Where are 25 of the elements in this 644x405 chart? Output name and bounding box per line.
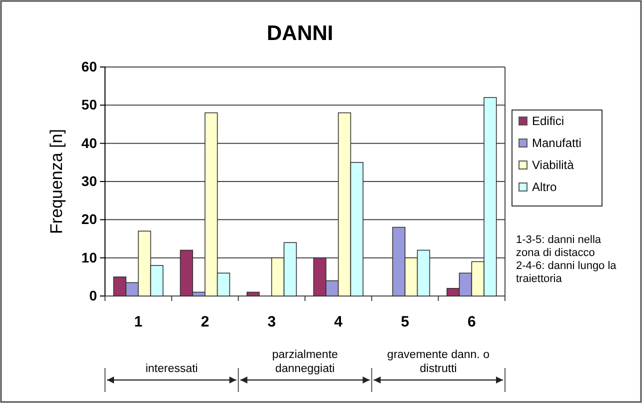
text: gravemente dann. o distrutti [387, 349, 490, 375]
text: 2-4-6: danni lungo la traiettoria [516, 260, 618, 285]
chart-title: DANNI [266, 22, 334, 45]
y-tick-label: 40 [81, 134, 98, 151]
bar [246, 292, 260, 296]
y-tick-label: 10 [81, 249, 98, 266]
x-tick-label: 4 [334, 314, 344, 331]
x-tick-label: 6 [467, 314, 476, 331]
legend-label: Viabilità [532, 158, 574, 172]
x-tick-label: 2 [200, 314, 210, 331]
text: interessati [145, 363, 198, 375]
y-tick-label: 20 [81, 211, 98, 228]
y-tick-label: 30 [81, 172, 98, 189]
y-axis-title: Frequenza [n] [47, 129, 66, 234]
x-tick-label: 5 [400, 314, 410, 331]
y-tick-label: 60 [81, 58, 98, 74]
x-tick-label: 1 [134, 314, 143, 331]
x-tick-label: 3 [267, 314, 276, 331]
text: 1-3-5: danni nella zona di distacco [516, 234, 602, 259]
y-tick-label: 0 [89, 287, 98, 304]
y-tick-label: 50 [81, 96, 98, 113]
text: parzialmente danneggiati [272, 349, 338, 375]
legend-label: Altro [532, 180, 557, 194]
legend-label: Edifici [532, 114, 564, 128]
legend-label: Manufatti [532, 136, 582, 150]
